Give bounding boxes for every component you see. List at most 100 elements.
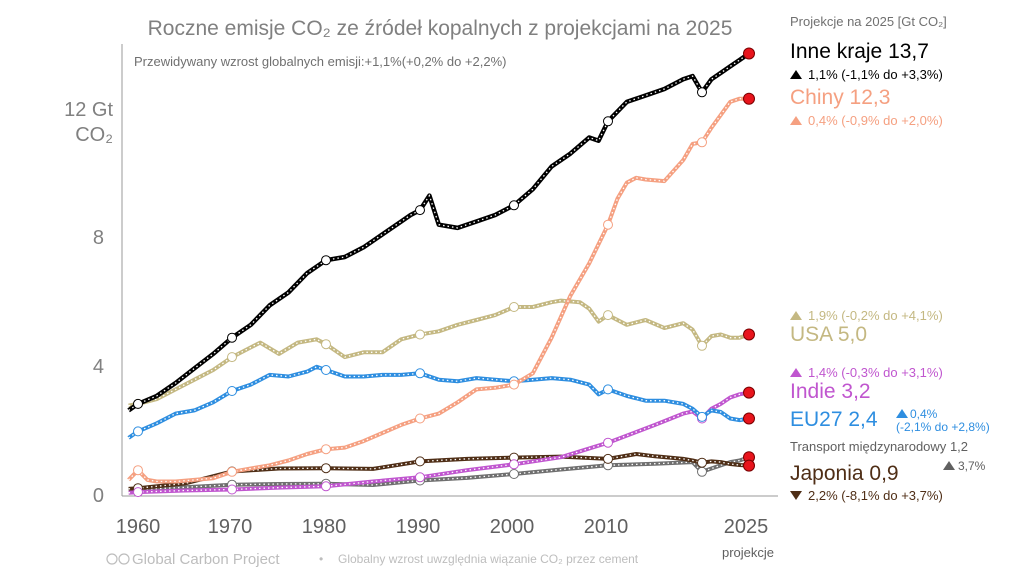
data-point-marker	[415, 368, 425, 379]
x-tick-label: 2025	[724, 516, 769, 538]
series-usa	[128, 298, 755, 409]
data-point-marker	[321, 365, 331, 375]
triangle-up-icon	[790, 311, 802, 320]
series-line-usa	[128, 298, 750, 408]
y-tick-label: 0	[93, 485, 104, 507]
x-tick-label: 1980	[302, 516, 347, 538]
footer-note: Globalny wzrost uwzględnia wiązanie CO₂ …	[338, 552, 639, 566]
series-layer	[127, 47, 755, 498]
cc-license-icon	[106, 553, 130, 565]
legend-change-eu27: 0,4%	[910, 407, 938, 421]
legend-name-eu27: EU27 2,4	[790, 408, 878, 431]
data-point-marker	[603, 384, 613, 395]
data-point-marker	[227, 484, 237, 495]
legend-name-transport: Transport międzynarodowy 1,2	[790, 439, 968, 454]
y-axis-label-unit: 12 Gt	[64, 99, 113, 121]
legend-change-usa: 1,9% (-0,2% do +4,1%)	[808, 308, 943, 323]
legend-range-eu27: (-2,1% do +2,8%)	[896, 420, 990, 434]
projection-note: projekcje	[722, 545, 774, 560]
data-point-marker	[697, 457, 707, 468]
legend-change-chiny: 0,4% (-0,9% do +2,0%)	[808, 113, 943, 128]
data-point-marker	[603, 116, 613, 127]
footer-logo: Global Carbon Project	[132, 551, 280, 568]
data-point-marker	[415, 329, 425, 340]
triangle-up-icon	[896, 409, 908, 418]
data-point-marker	[603, 219, 613, 230]
legend-name-usa: USA 5,0	[790, 323, 867, 346]
series-projection-dots-inne-kraje	[128, 52, 750, 411]
data-point-marker	[603, 437, 613, 448]
data-point-marker	[697, 137, 707, 148]
y-axis-label-gas: CO₂	[75, 124, 113, 146]
legend-name-japonia: Japonia 0,9	[790, 462, 899, 485]
data-point-marker	[227, 352, 237, 363]
x-tick-label: 1970	[208, 516, 253, 538]
projection-point	[743, 386, 755, 399]
data-point-marker	[227, 386, 237, 396]
projection-point	[743, 412, 755, 425]
data-point-marker	[603, 453, 613, 464]
legend-change-indie: 1,4% (-0,3% do +3,1%)	[808, 365, 943, 380]
projection-point	[743, 459, 755, 472]
legend-header: Projekcje na 2025 [Gt CO₂]	[790, 14, 947, 29]
x-tick-label: 1960	[116, 516, 161, 538]
series-projection-dots-transport-mi-dzynarodowy	[128, 456, 750, 492]
data-point-marker	[415, 205, 425, 216]
legend-change-inne-kraje: 1,1% (-1,1% do +3,3%)	[808, 67, 943, 82]
data-point-marker	[321, 339, 331, 350]
series-line-eu27	[127, 364, 750, 440]
data-point-marker	[509, 379, 519, 390]
data-point-marker	[697, 87, 707, 98]
series-line-inne-kraje	[127, 51, 751, 413]
data-point-marker	[133, 487, 143, 498]
data-point-marker	[133, 426, 143, 437]
series-projection-dots-chiny	[128, 98, 749, 483]
data-point-marker	[415, 413, 425, 424]
data-point-marker	[509, 200, 519, 211]
data-point-marker	[227, 332, 237, 343]
series-chiny	[127, 92, 755, 484]
legend-name-inne-kraje: Inne kraje 13,7	[790, 40, 929, 63]
data-point-marker	[697, 466, 707, 477]
series-japonia	[128, 452, 755, 494]
series-projection-dots-usa	[128, 299, 750, 407]
legend-name-indie: Indie 3,2	[790, 380, 871, 403]
data-point-marker	[133, 398, 143, 409]
data-point-marker	[697, 411, 707, 422]
data-point-marker	[321, 463, 331, 474]
projection-point	[743, 47, 755, 60]
data-point-marker	[415, 456, 425, 467]
projection-point	[743, 92, 755, 105]
data-point-marker	[321, 481, 331, 492]
chart-subtitle: Przewidywany wzrost globalnych emisji:+1…	[134, 54, 506, 69]
data-point-marker	[509, 302, 519, 312]
triangle-up-icon	[943, 461, 955, 470]
data-point-marker	[509, 469, 519, 479]
projection-point	[743, 328, 755, 341]
legend-change-transport: 3,7%	[958, 459, 986, 473]
data-point-marker	[697, 340, 707, 351]
data-point-marker	[227, 466, 237, 477]
data-point-marker	[603, 310, 613, 321]
triangle-up-icon	[790, 368, 802, 377]
x-tick-label: 1990	[396, 516, 441, 538]
chart-title: Roczne emisje CO₂ ze źródeł kopalnych z …	[148, 17, 733, 40]
data-point-marker	[509, 459, 519, 470]
triangle-up-icon	[790, 70, 802, 79]
triangle-up-icon	[790, 116, 802, 125]
footer-bullet: •	[319, 552, 323, 566]
triangle-down-icon	[790, 491, 802, 500]
data-point-marker	[415, 472, 425, 483]
y-tick-label: 8	[93, 227, 104, 249]
series-inne-kraje	[127, 47, 755, 413]
y-tick-label: 4	[93, 356, 104, 378]
series-line-japonia	[128, 452, 750, 491]
x-tick-label: 2000	[490, 516, 535, 538]
legend-name-chiny: Chiny 12,3	[790, 86, 890, 109]
series-eu27	[127, 364, 755, 440]
legend-change-japonia: 2,2% (-8,1% do +3,7%)	[808, 488, 943, 503]
x-tick-label: 2010	[584, 516, 629, 538]
data-point-marker	[321, 444, 331, 455]
series-line-indie	[128, 390, 750, 495]
